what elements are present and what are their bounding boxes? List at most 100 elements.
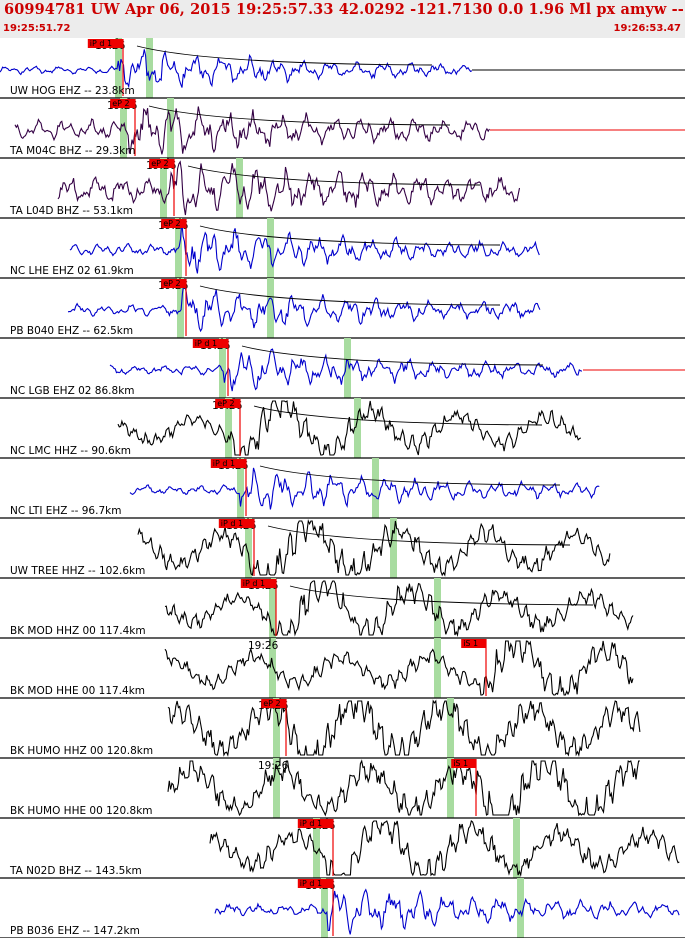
pick-flag[interactable] — [240, 579, 276, 588]
pick-flag[interactable] — [87, 39, 123, 48]
pick-flag[interactable] — [110, 99, 135, 108]
p-phase-marker — [237, 458, 244, 518]
pick-flag[interactable] — [215, 399, 240, 408]
s-phase-marker — [447, 698, 454, 758]
trace-row[interactable]: 19:26iP d 1NC LTI EHZ -- 96.7km — [0, 458, 685, 519]
waveform — [164, 640, 634, 696]
pick-label: iS 1 — [463, 639, 478, 648]
s-phase-marker — [434, 578, 441, 638]
channel-label: UW TREE HHZ -- 102.6km — [10, 565, 145, 577]
channel-label: BK HUMO HHZ 00 120.8km — [10, 745, 153, 757]
trace-row[interactable]: 19:26iP d 1TA N02D BHZ -- 143.5km — [0, 818, 685, 879]
pick-flag[interactable] — [297, 819, 333, 828]
channel-label: PB B040 EHZ -- 62.5km — [10, 325, 133, 337]
trace-row[interactable]: 19:26eP 2BK HUMO HHZ 00 120.8km — [0, 698, 685, 759]
trace-row[interactable]: 19:26iP d 1UW TREE HHZ -- 102.6km — [0, 518, 685, 579]
trace-row[interactable]: 19:26iP d 1PB B036 EHZ -- 147.2km — [0, 878, 685, 938]
pick-label: eP 2 — [263, 699, 280, 708]
channel-label: NC LGB EHZ 02 86.8km — [10, 385, 135, 397]
coda-curve — [148, 105, 451, 126]
s-phase-marker — [267, 278, 274, 338]
pick-flag[interactable] — [297, 879, 333, 888]
waveform — [67, 282, 541, 333]
s-phase-marker — [447, 758, 454, 818]
coda-curve — [267, 525, 571, 546]
pick-flag[interactable] — [218, 519, 254, 528]
pick-flag[interactable] — [451, 759, 476, 768]
p-phase-marker — [273, 758, 280, 818]
p-phase-marker — [115, 38, 122, 98]
pick-label: eP 2 — [163, 279, 180, 288]
pick-flag[interactable] — [192, 339, 228, 348]
trace-row[interactable]: 19:26iP d 1NC LGB EHZ 02 86.8km — [0, 338, 685, 399]
pick-flag[interactable] — [149, 159, 174, 168]
waveform — [0, 49, 473, 89]
p-phase-marker — [245, 518, 252, 578]
p-phase-marker — [160, 158, 167, 218]
coda-curve — [199, 225, 501, 246]
s-phase-marker — [267, 218, 274, 278]
s-phase-marker — [354, 398, 361, 458]
waveform — [164, 580, 634, 638]
p-phase-marker — [219, 338, 226, 398]
waveform — [14, 106, 490, 155]
pick-label: iS 1 — [453, 759, 468, 768]
channel-label: TA M04C BHZ -- 29.3km — [9, 145, 135, 157]
channel-label: TA N02D BHZ -- 143.5km — [9, 865, 142, 877]
s-phase-marker — [434, 638, 441, 698]
trace-row[interactable]: 19:26eP 2TA L04D BHZ -- 53.1km — [0, 158, 685, 219]
p-phase-marker — [120, 98, 127, 158]
s-phase-marker — [372, 458, 379, 518]
channel-label: NC LMC HHZ -- 90.6km — [10, 445, 131, 457]
pick-flag[interactable] — [261, 699, 286, 708]
pick-flag[interactable] — [161, 219, 186, 228]
pick-label: iP d 1 — [243, 579, 265, 588]
p-phase-marker — [273, 698, 280, 758]
trace-row[interactable]: 19:26eP 2PB B040 EHZ -- 62.5km — [0, 278, 685, 339]
s-phase-marker — [344, 338, 351, 398]
pick-flag[interactable] — [210, 459, 246, 468]
coda-curve — [136, 45, 433, 66]
trace-row[interactable]: 19:26eP 2NC LMC HHZ -- 90.6km — [0, 398, 685, 459]
channel-label: UW HOG EHZ -- 23.8km — [10, 85, 135, 97]
pick-label: iP d 1 — [195, 339, 217, 348]
p-phase-marker — [269, 638, 276, 698]
channel-label: NC LHE EHZ 02 61.9km — [10, 265, 134, 277]
coda-curve — [289, 585, 594, 606]
coda-curve — [187, 165, 481, 186]
channel-label: BK MOD HHZ 00 117.4km — [10, 625, 146, 637]
pick-label: eP 2 — [217, 399, 234, 408]
s-phase-marker — [236, 158, 243, 218]
pick-label: iP d 1 — [300, 819, 322, 828]
minute-tick-label: 19:26 — [258, 760, 289, 772]
p-phase-marker — [225, 398, 232, 458]
trace-row[interactable]: 19:26 iS 1 BK MOD HHE 00 117.4km — [0, 638, 685, 699]
coda-curve — [199, 285, 501, 306]
channel-label: TA L04D BHZ -- 53.1km — [9, 205, 133, 217]
waveform — [167, 699, 641, 757]
window-start-time: 19:25:51.72 — [3, 23, 71, 34]
pick-flag[interactable] — [161, 279, 186, 288]
waveform — [57, 160, 521, 216]
p-phase-marker — [313, 818, 320, 878]
event-title: 60994781 UW Apr 06, 2015 19:25:57.33 42.… — [4, 1, 685, 18]
coda-curve — [241, 345, 544, 366]
channel-label: BK HUMO HHE 00 120.8km — [10, 805, 153, 817]
channel-label: PB B036 EHZ -- 147.2km — [10, 925, 140, 937]
trace-row[interactable]: 19:26eP 2TA M04C BHZ -- 29.3km — [0, 98, 685, 159]
pick-label: eP 2 — [151, 159, 168, 168]
channel-label: BK MOD HHE 00 117.4km — [10, 685, 145, 697]
waveform — [109, 348, 583, 392]
waveform — [69, 221, 540, 274]
waveform — [137, 519, 611, 577]
trace-row[interactable]: 19:26iP d 1BK MOD HHZ 00 117.4km — [0, 578, 685, 639]
p-phase-marker — [177, 278, 184, 338]
pick-flag[interactable] — [461, 639, 486, 648]
waveform — [209, 820, 680, 878]
coda-curve — [259, 465, 561, 486]
trace-row[interactable]: 19:26eP 2NC LHE EHZ 02 61.9km — [0, 218, 685, 279]
trace-row[interactable]: 19:26iP d 1UW HOG EHZ -- 23.8km — [0, 38, 685, 99]
p-phase-marker — [321, 878, 328, 938]
trace-row[interactable]: 19:26 iS 1 BK HUMO HHE 00 120.8km — [0, 758, 685, 819]
